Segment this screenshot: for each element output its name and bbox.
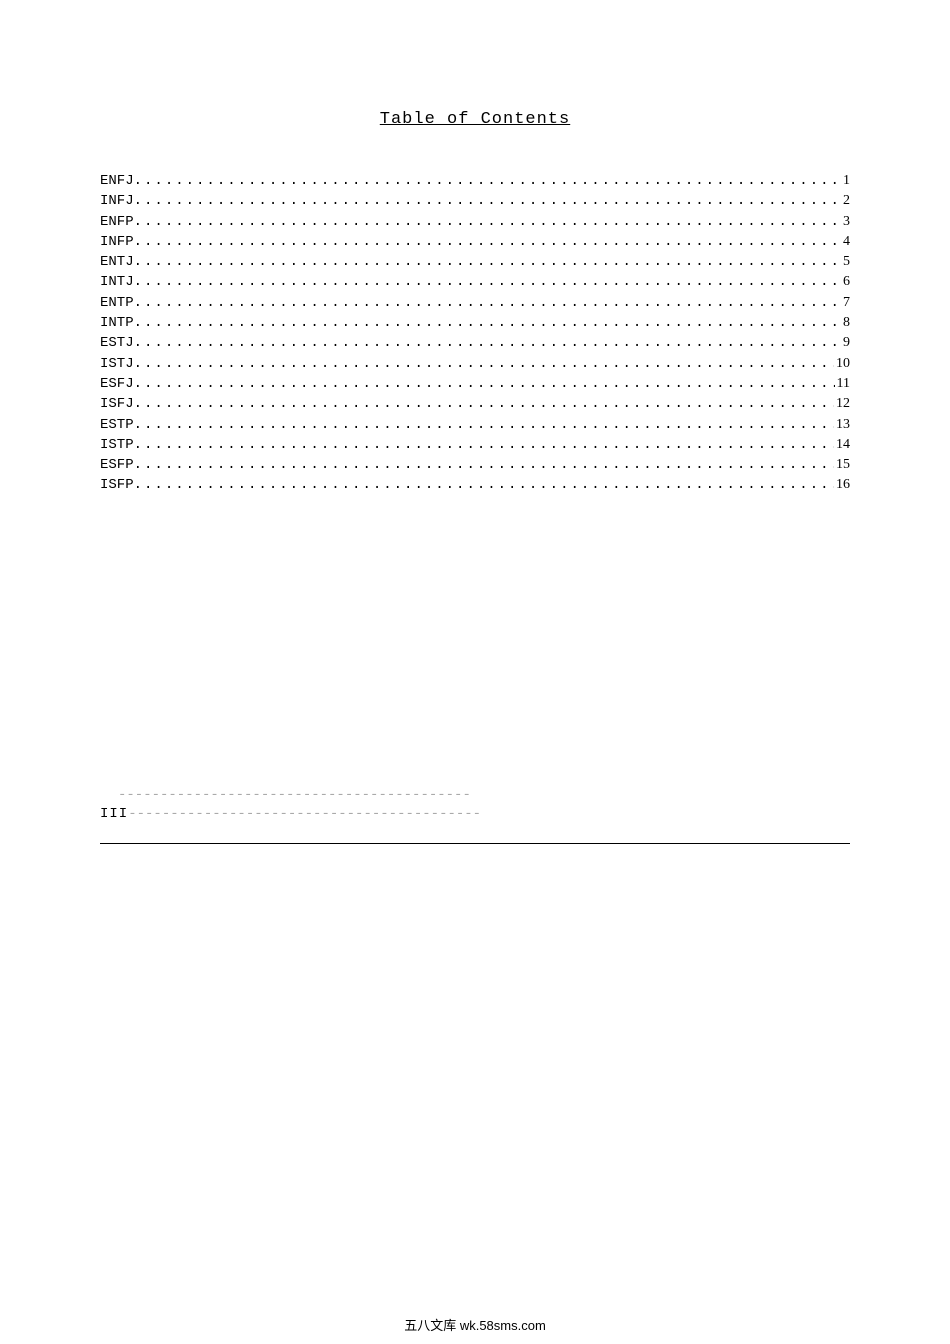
toc-entry-label: ISFP [100, 475, 134, 495]
toc-list: ENFJ 1 INFJ 2 ENFP 3 INFP 4 ENTJ 5 INTJ … [100, 171, 850, 496]
toc-entry-page: 12 [834, 394, 850, 414]
toc-dots [134, 171, 841, 191]
toc-entry-label: ENFP [100, 212, 134, 232]
toc-entry: ISFJ 12 [100, 394, 850, 414]
toc-entry-label: ENFJ [100, 171, 134, 191]
toc-entry-label: INFP [100, 232, 134, 252]
separator-line-top: ----------------------------------------… [118, 786, 850, 806]
toc-entry: INTP 8 [100, 313, 850, 333]
toc-dots [134, 333, 841, 353]
toc-entry-page: 8 [841, 313, 850, 333]
separator-line-mid: III-------------------------------------… [100, 805, 850, 825]
toc-entry-label: ESFP [100, 455, 134, 475]
toc-dots [134, 191, 841, 211]
toc-entry-page: 2 [841, 191, 850, 211]
toc-entry-label: ESFJ [100, 374, 134, 394]
toc-entry-label: ISTP [100, 435, 134, 455]
toc-dots [134, 435, 834, 455]
toc-entry-label: ESTP [100, 415, 134, 435]
toc-entry: ESTP 13 [100, 415, 850, 435]
separator-dashes: ----------------------------------------… [128, 806, 481, 822]
toc-entry: ESFP 15 [100, 455, 850, 475]
toc-entry-page: 16 [834, 475, 850, 495]
toc-dots [134, 374, 835, 394]
toc-dots [134, 293, 841, 313]
page-roman-numeral: III [100, 806, 128, 822]
toc-entry-page: 3 [841, 212, 850, 232]
toc-entry-label: INTJ [100, 272, 134, 292]
toc-entry-page: 13 [834, 415, 850, 435]
page-separator: ----------------------------------------… [100, 786, 850, 844]
toc-title: Table of Contents [100, 110, 850, 129]
toc-entry: ESFJ 11 [100, 374, 850, 394]
toc-dots [134, 232, 841, 252]
toc-dots [134, 354, 834, 374]
toc-dots [134, 394, 834, 414]
toc-entry: INTJ 6 [100, 272, 850, 292]
toc-entry: ENTP 7 [100, 293, 850, 313]
toc-dots [134, 252, 841, 272]
toc-dots [134, 455, 834, 475]
toc-entry-page: 7 [841, 293, 850, 313]
toc-entry-label: ISFJ [100, 394, 134, 414]
toc-entry-page: 11 [835, 374, 850, 394]
toc-entry-page: 9 [841, 333, 850, 353]
toc-dots [134, 212, 841, 232]
toc-entry-label: ENTJ [100, 252, 134, 272]
page-footer: 五八文库 wk.58sms.com [0, 1315, 950, 1334]
toc-entry: ESTJ 9 [100, 333, 850, 353]
toc-entry-label: ENTP [100, 293, 134, 313]
toc-entry-label: ESTJ [100, 333, 134, 353]
toc-dots [134, 313, 841, 333]
page-body: Table of Contents ENFJ 1 INFJ 2 ENFP 3 I… [0, 0, 950, 884]
toc-entry: ENFP 3 [100, 212, 850, 232]
toc-entry-label: INFJ [100, 191, 134, 211]
toc-entry: ISFP 16 [100, 475, 850, 495]
horizontal-rule [100, 843, 850, 844]
toc-entry-page: 4 [841, 232, 850, 252]
toc-entry-page: 5 [841, 252, 850, 272]
toc-entry-page: 14 [834, 435, 850, 455]
toc-entry: ENTJ 5 [100, 252, 850, 272]
toc-entry-label: ISTJ [100, 354, 134, 374]
toc-dots [134, 475, 834, 495]
toc-dots [134, 272, 841, 292]
toc-entry: ENFJ 1 [100, 171, 850, 191]
toc-entry: ISTJ 10 [100, 354, 850, 374]
toc-entry-page: 10 [834, 354, 850, 374]
toc-entry: ISTP 14 [100, 435, 850, 455]
toc-entry-label: INTP [100, 313, 134, 333]
toc-entry-page: 6 [841, 272, 850, 292]
toc-entry-page: 1 [841, 171, 850, 191]
toc-entry: INFJ 2 [100, 191, 850, 211]
toc-entry: INFP 4 [100, 232, 850, 252]
toc-dots [134, 415, 834, 435]
toc-entry-page: 15 [834, 455, 850, 475]
